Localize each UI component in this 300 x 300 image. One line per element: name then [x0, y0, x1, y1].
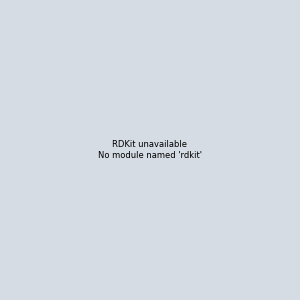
- Text: RDKit unavailable
No module named 'rdkit': RDKit unavailable No module named 'rdkit…: [98, 140, 202, 160]
